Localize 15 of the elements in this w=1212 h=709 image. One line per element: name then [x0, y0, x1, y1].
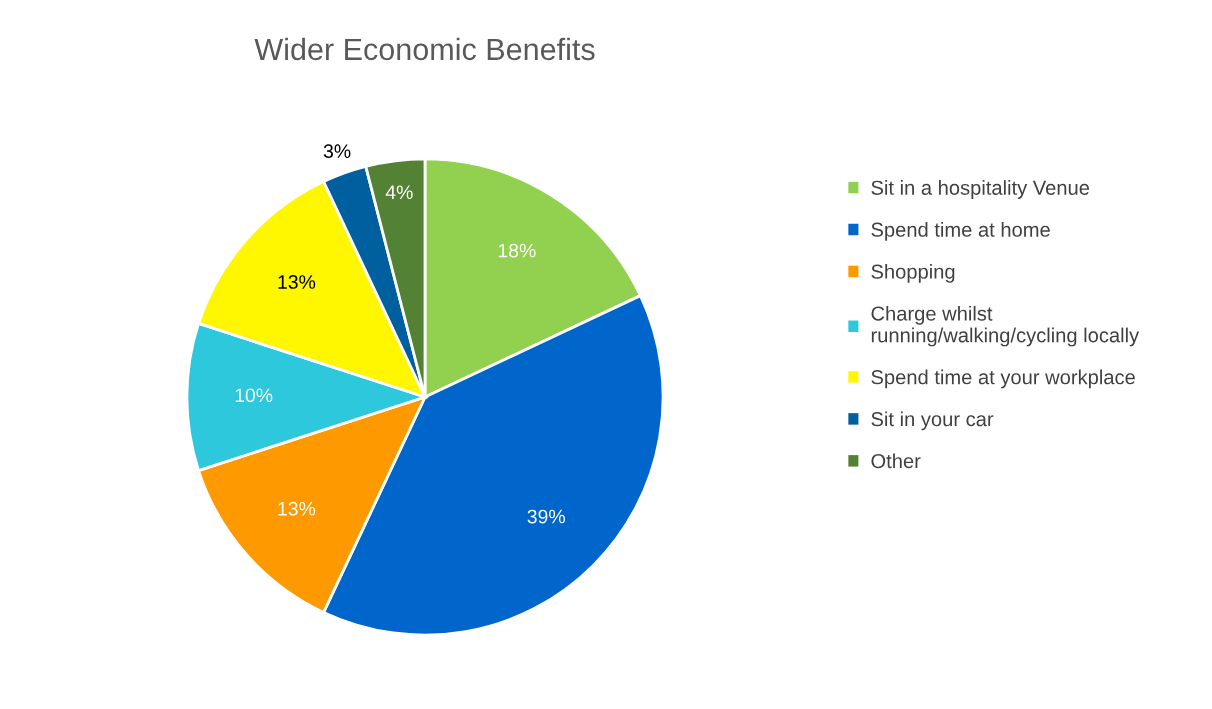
- data-label: 39%: [527, 509, 565, 524]
- legend-label: Shopping: [871, 263, 955, 283]
- data-label: 4%: [385, 185, 413, 199]
- legend-label: Sit in your car: [871, 411, 994, 431]
- legend-label: Spend time at your workplace: [871, 369, 1135, 389]
- data-label: 3%: [323, 144, 351, 159]
- legend-label: Spend time at home: [871, 222, 1050, 241]
- data-label: 13%: [278, 501, 316, 516]
- legend-label: Sit in a hospitality Venue: [871, 180, 1090, 199]
- chart-title: Wider Economic Benefits: [254, 37, 595, 61]
- legend-label: Charge whilst running/walking/cycling locally: [871, 305, 1140, 347]
- legend-label: Other: [871, 453, 921, 469]
- data-label: 18%: [498, 243, 536, 258]
- data-label: 13%: [278, 275, 316, 289]
- data-label: 10%: [235, 388, 273, 403]
